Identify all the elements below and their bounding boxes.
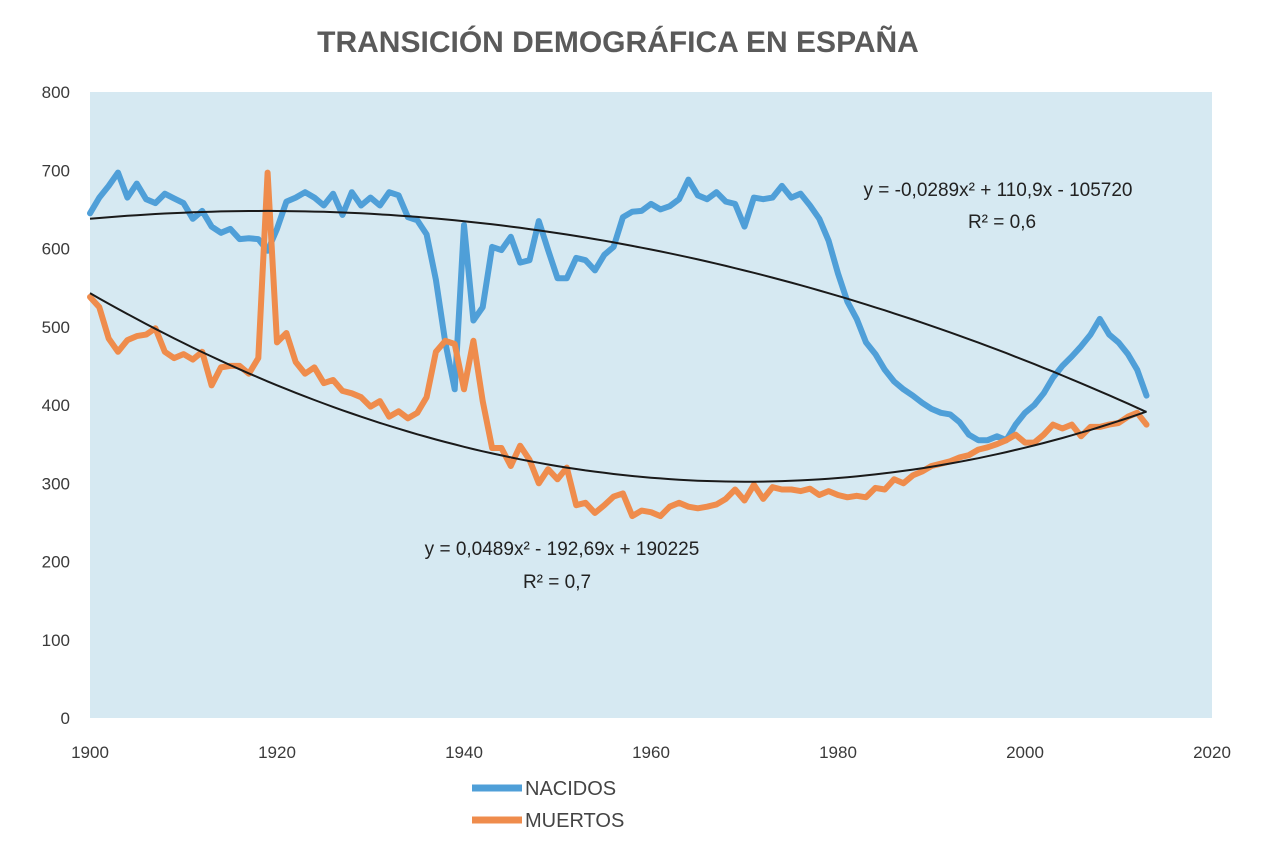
y-tick-label-400: 400	[42, 396, 70, 415]
trendline-nacidos	[89, 209, 1147, 413]
plot-background	[90, 92, 1212, 718]
x-axis: 1900 1920 1940 1960 1980 2000 2020	[71, 743, 1231, 762]
y-tick-label-500: 500	[42, 318, 70, 337]
y-tick-label-700: 700	[42, 161, 70, 180]
x-tick-label-1920: 1920	[258, 743, 296, 762]
trendline-layer	[89, 209, 1147, 483]
y-tick-label-100: 100	[42, 631, 70, 650]
muertos-trend-equation: y = 0,0489x² - 192,69x + 190225	[425, 539, 700, 560]
y-tick-label-300: 300	[42, 474, 70, 493]
y-tick-label-800: 800	[42, 83, 70, 102]
nacidos-trend-equation: y = -0,0289x² + 110,9x - 105720	[864, 180, 1133, 201]
x-tick-label-2020: 2020	[1193, 743, 1231, 762]
y-tick-label-600: 600	[42, 240, 70, 259]
x-tick-label-1900: 1900	[71, 743, 109, 762]
x-tick-label-1960: 1960	[632, 743, 670, 762]
legend-label-nacidos: NACIDOS	[525, 778, 616, 800]
trendline-equations: y = -0,0289x² + 110,9x - 105720 R² = 0,6…	[425, 180, 1133, 593]
legend-label-muertos: MUERTOS	[525, 810, 624, 832]
y-tick-label-0: 0	[61, 709, 70, 728]
nacidos-trend-r2: R² = 0,6	[968, 212, 1036, 233]
x-tick-label-1940: 1940	[445, 743, 483, 762]
x-tick-label-2000: 2000	[1006, 743, 1044, 762]
y-tick-label-200: 200	[42, 553, 70, 572]
trendline-muertos	[89, 292, 1147, 483]
series-line-muertos	[87, 169, 1150, 520]
y-axis: 0 100 200 300 400 500 600 700 800	[42, 83, 70, 728]
legend: NACIDOS MUERTOS	[472, 778, 624, 832]
chart-title: TRANSICIÓN DEMOGRÁFICA EN ESPAÑA	[317, 25, 919, 59]
series-layer	[87, 169, 1150, 520]
muertos-trend-r2: R² = 0,7	[523, 572, 591, 593]
x-tick-label-1980: 1980	[819, 743, 857, 762]
